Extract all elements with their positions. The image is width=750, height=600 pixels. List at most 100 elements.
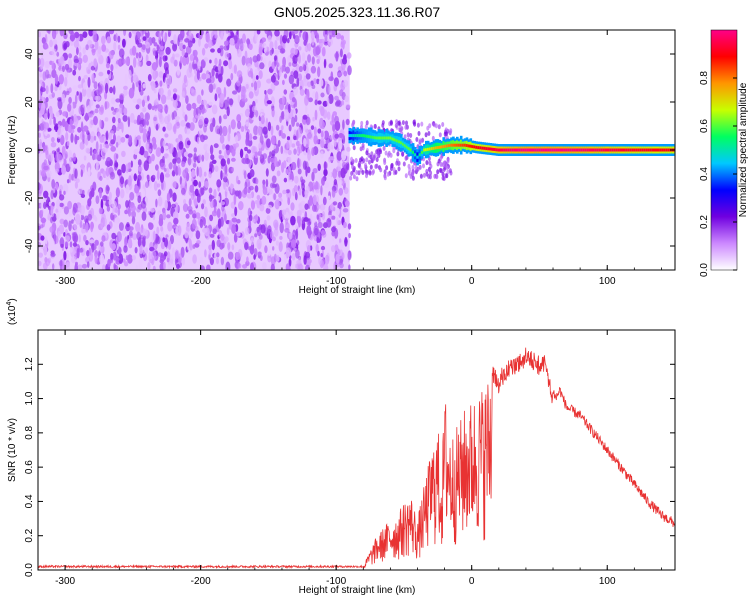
noise-speckle — [122, 228, 127, 235]
noise-speckle — [224, 213, 227, 223]
noise-speckle — [53, 116, 56, 126]
noise-speckle — [248, 43, 253, 50]
noise-speckle — [218, 150, 222, 155]
noise-speckle — [142, 132, 147, 143]
noise-speckle — [130, 112, 135, 123]
noise-speckle — [310, 125, 315, 130]
noise-speckle — [127, 237, 133, 249]
noise-speckle — [342, 57, 347, 65]
noise-speckle — [70, 132, 74, 143]
noise-speckle — [287, 165, 292, 176]
noise-speckle — [173, 163, 177, 173]
noise-speckle — [305, 104, 308, 114]
noise-speckle — [221, 204, 225, 212]
noise-speckle — [158, 87, 164, 96]
noise-speckle — [323, 58, 327, 69]
noise-speckle — [69, 247, 73, 253]
noise-speckle — [97, 46, 102, 55]
noise-speckle — [90, 221, 94, 233]
noise-speckle — [54, 184, 59, 191]
ridge-core — [561, 148, 565, 152]
noise-speckle — [315, 91, 319, 102]
noise-speckle — [38, 260, 42, 267]
noise-speckle — [101, 44, 107, 52]
noise-speckle — [307, 147, 310, 155]
ridge-core — [559, 148, 563, 152]
noise-speckle — [123, 85, 128, 90]
noise-speckle — [260, 224, 266, 234]
noise-speckle — [58, 84, 62, 91]
noise-speckle — [233, 194, 237, 206]
noise-speckle — [300, 265, 304, 270]
noise-speckle — [276, 170, 281, 177]
ridge-core — [528, 148, 532, 152]
noise-speckle — [270, 135, 276, 145]
noise-speckle — [296, 122, 300, 127]
noise-speckle — [38, 31, 42, 38]
noise-speckle — [216, 179, 222, 188]
noise-speckle — [166, 214, 171, 219]
noise-speckle — [238, 201, 244, 211]
noise-speckle — [209, 257, 214, 266]
ridge-core — [379, 136, 383, 140]
noise-speckle — [184, 127, 191, 135]
ridge-core — [469, 144, 473, 148]
ridge-scatter — [382, 145, 386, 151]
y-tick-label: 40 — [24, 48, 35, 60]
noise-speckle — [282, 152, 288, 161]
noise-speckle — [40, 217, 47, 223]
noise-speckle — [208, 171, 212, 179]
x-tick-label: 0 — [469, 576, 475, 587]
noise-speckle — [316, 214, 320, 220]
noise-speckle — [62, 65, 65, 73]
noise-speckle — [143, 160, 149, 172]
ridge-core — [546, 148, 549, 152]
ridge-core — [426, 147, 430, 151]
noise-speckle — [259, 154, 265, 164]
noise-speckle — [329, 156, 335, 161]
noise-speckle — [71, 232, 77, 237]
noise-speckle — [279, 115, 282, 123]
ridge-scatter — [411, 171, 414, 176]
ridge-core — [645, 148, 648, 152]
noise-speckle — [38, 152, 41, 158]
noise-speckle — [211, 104, 218, 115]
noise-speckle — [291, 143, 296, 148]
noise-speckle — [254, 99, 258, 104]
noise-speckle — [41, 170, 47, 177]
noise-speckle — [138, 180, 141, 190]
noise-speckle — [285, 263, 290, 270]
ridge-scatter — [422, 172, 426, 178]
noise-speckle — [118, 48, 125, 58]
noise-speckle — [316, 32, 320, 43]
noise-speckle — [193, 147, 197, 153]
noise-speckle — [264, 90, 267, 95]
ridge-core — [362, 134, 365, 138]
noise-speckle — [166, 155, 171, 165]
ridge-core — [588, 148, 592, 152]
noise-speckle — [72, 69, 77, 76]
ridge-core — [573, 148, 576, 152]
noise-speckle — [76, 47, 79, 56]
noise-speckle — [278, 241, 283, 252]
noise-speckle — [283, 253, 287, 264]
noise-speckle — [163, 145, 169, 150]
noise-speckle — [116, 231, 122, 243]
noise-speckle — [258, 70, 263, 80]
noise-speckle — [345, 104, 351, 109]
noise-speckle — [135, 264, 139, 270]
noise-speckle — [334, 244, 339, 252]
noise-speckle — [83, 125, 89, 132]
noise-speckle — [170, 56, 175, 64]
noise-speckle — [152, 265, 156, 270]
noise-speckle — [77, 264, 83, 270]
noise-speckle — [220, 32, 224, 40]
noise-speckle — [94, 216, 98, 222]
noise-speckle — [258, 242, 261, 250]
noise-speckle — [285, 66, 290, 74]
snr-y-axis: 0.0 0.2 0.4 0.6 0.8 1.0 1.2 — [24, 357, 675, 577]
noise-speckle — [50, 205, 54, 211]
ridge-scatter — [411, 165, 415, 170]
noise-speckle — [97, 84, 103, 95]
noise-speckle — [222, 172, 228, 178]
